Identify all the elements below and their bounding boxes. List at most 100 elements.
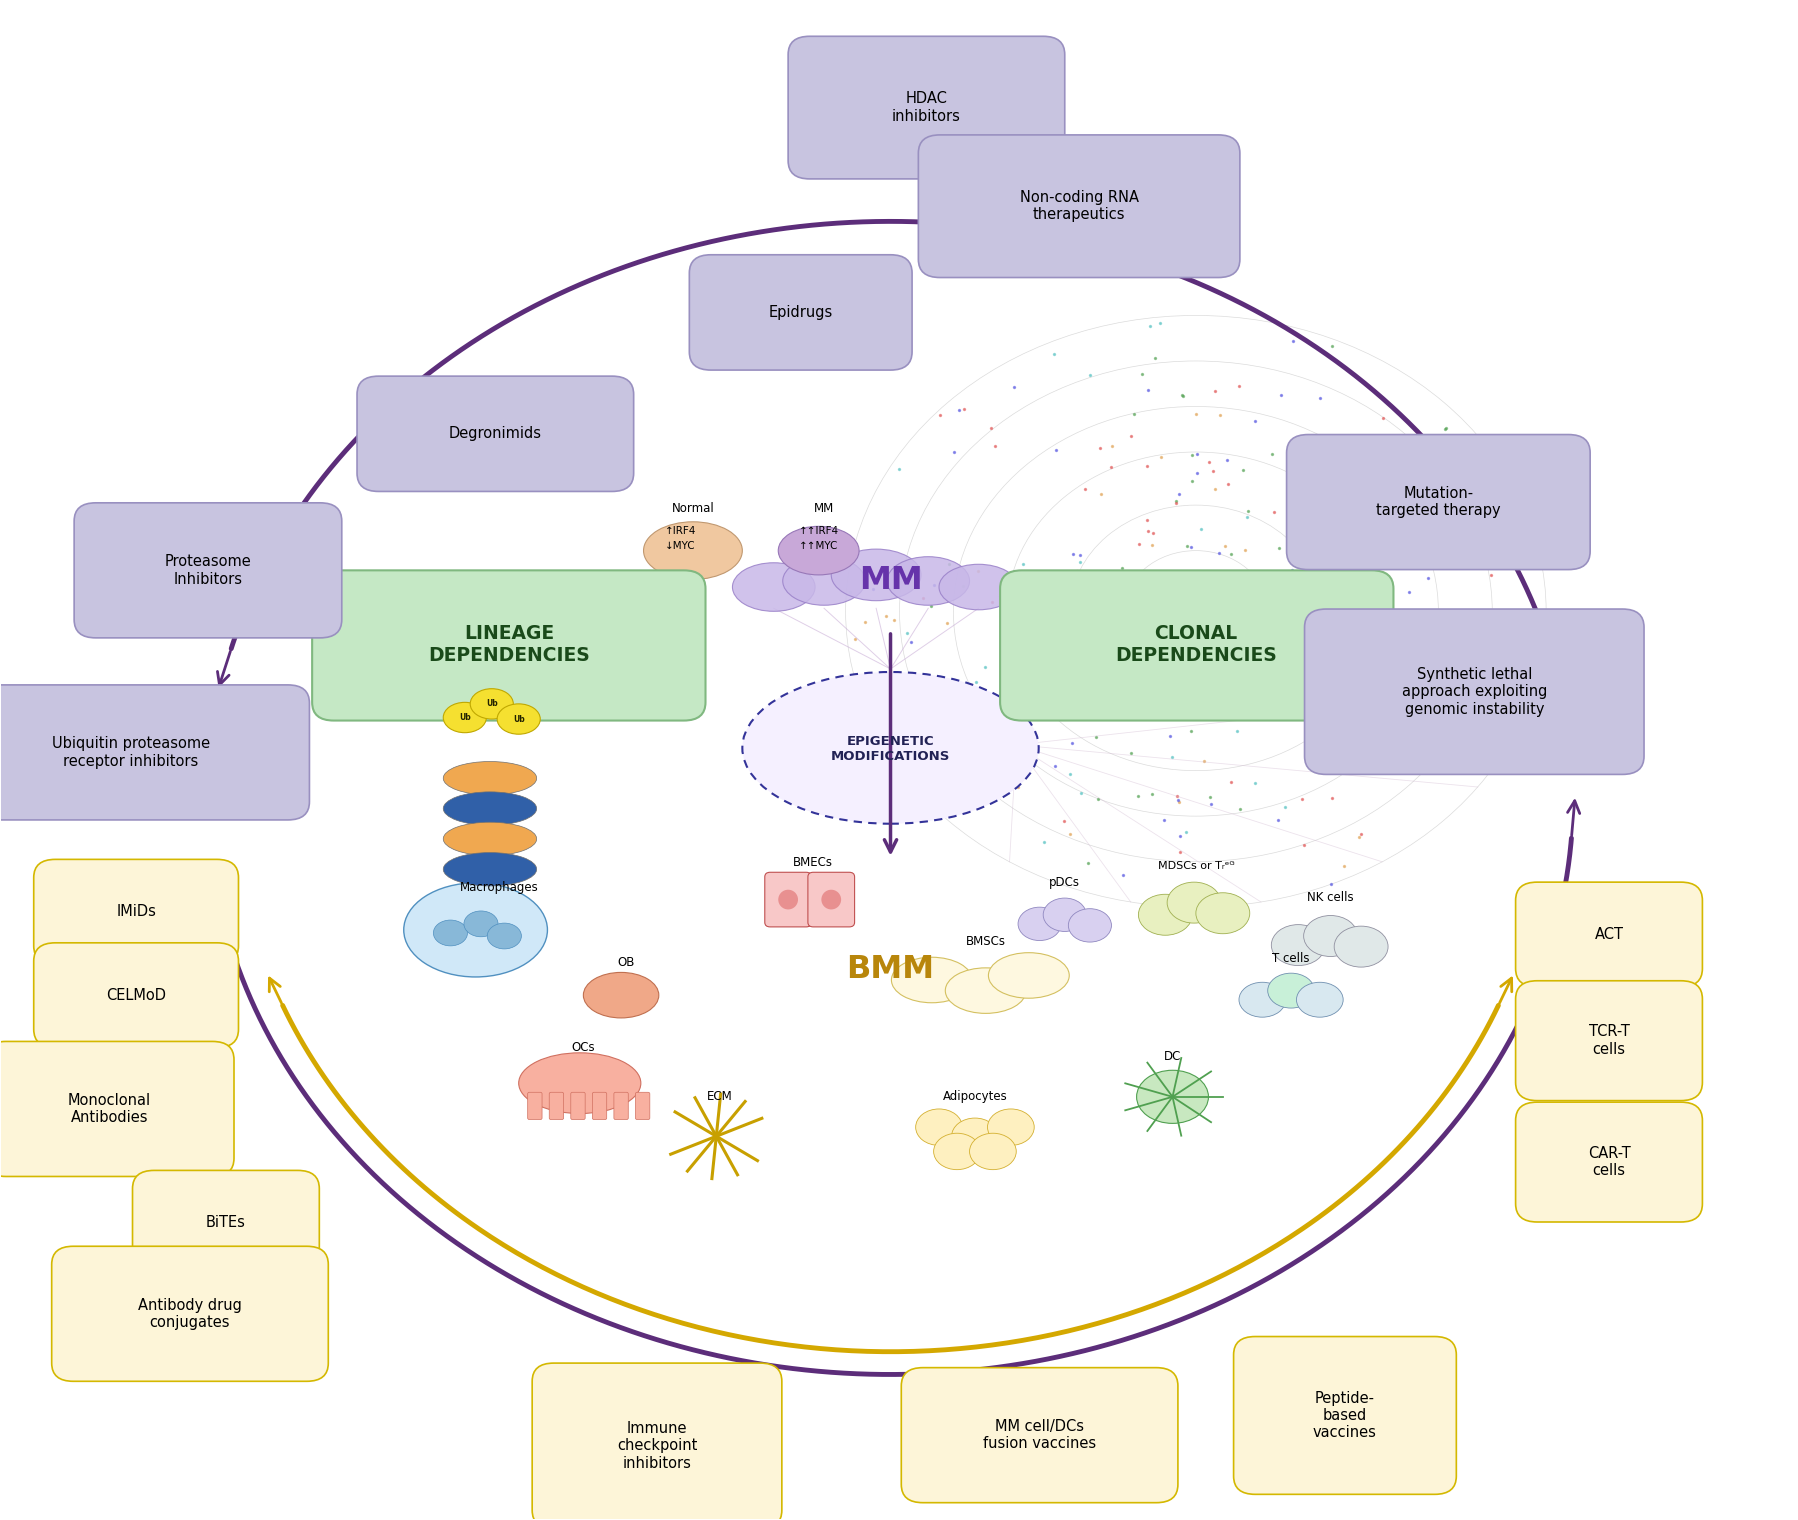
- Point: [1390, 757, 1419, 781]
- Point: [1199, 378, 1228, 403]
- Point: [1212, 447, 1241, 471]
- Ellipse shape: [1271, 924, 1325, 965]
- FancyBboxPatch shape: [1000, 570, 1393, 720]
- Ellipse shape: [496, 704, 539, 734]
- Point: [1323, 692, 1352, 716]
- Point: [1352, 669, 1381, 693]
- Point: [1145, 310, 1174, 334]
- Text: ACT: ACT: [1593, 927, 1622, 942]
- Point: [1108, 863, 1136, 888]
- Point: [1194, 676, 1223, 701]
- Point: [1336, 561, 1365, 585]
- Point: [1205, 403, 1233, 427]
- Point: [964, 559, 992, 584]
- Point: [948, 575, 976, 599]
- Point: [1413, 567, 1442, 591]
- Point: [1163, 790, 1192, 815]
- FancyBboxPatch shape: [0, 1041, 234, 1176]
- Point: [885, 695, 913, 719]
- Ellipse shape: [939, 564, 1018, 610]
- Point: [1167, 383, 1196, 407]
- Point: [1205, 540, 1233, 564]
- Ellipse shape: [1239, 982, 1286, 1017]
- Point: [1162, 489, 1190, 514]
- Point: [1311, 512, 1340, 537]
- Point: [1212, 473, 1241, 497]
- Text: Ub: Ub: [485, 699, 498, 708]
- Text: Monoclonal
Antibodies: Monoclonal Antibodies: [68, 1093, 151, 1125]
- Point: [971, 655, 1000, 679]
- Point: [1237, 664, 1266, 689]
- Point: [892, 620, 921, 644]
- Point: [1165, 824, 1194, 848]
- Point: [1082, 787, 1111, 812]
- Point: [1489, 527, 1518, 552]
- Point: [850, 610, 879, 634]
- Point: [1482, 648, 1510, 672]
- Point: [1420, 616, 1449, 640]
- Ellipse shape: [442, 792, 536, 825]
- Text: ECM: ECM: [707, 1090, 732, 1104]
- Point: [1170, 702, 1199, 727]
- Point: [1003, 775, 1032, 800]
- Point: [1190, 670, 1219, 695]
- Point: [1480, 648, 1509, 672]
- Point: [1149, 809, 1178, 833]
- Point: [926, 403, 955, 427]
- Point: [1073, 851, 1102, 876]
- Point: [1278, 328, 1307, 353]
- Text: MM: MM: [813, 502, 834, 515]
- Point: [1018, 742, 1046, 766]
- Point: [1494, 704, 1523, 728]
- Point: [1284, 705, 1313, 730]
- Text: Synthetic lethal
approach exploiting
genomic instability: Synthetic lethal approach exploiting gen…: [1401, 667, 1546, 716]
- Ellipse shape: [969, 1134, 1016, 1170]
- Point: [1210, 534, 1239, 558]
- Text: LINEAGE
DEPENDENCIES: LINEAGE DEPENDENCIES: [428, 625, 590, 666]
- Point: [1253, 614, 1282, 638]
- Point: [978, 590, 1007, 614]
- Point: [1392, 532, 1420, 556]
- Point: [1429, 416, 1458, 441]
- Point: [1091, 635, 1120, 660]
- Point: [1241, 643, 1269, 667]
- Point: [1343, 825, 1372, 850]
- FancyBboxPatch shape: [635, 1093, 649, 1120]
- Ellipse shape: [1018, 907, 1061, 941]
- Point: [1070, 631, 1099, 655]
- Point: [1100, 707, 1129, 731]
- Point: [1431, 416, 1460, 441]
- Text: BMSCs: BMSCs: [966, 935, 1005, 948]
- Point: [1257, 442, 1286, 467]
- Point: [1289, 833, 1318, 857]
- Text: MM cell/DCs
fusion vaccines: MM cell/DCs fusion vaccines: [982, 1420, 1095, 1452]
- Point: [1147, 669, 1176, 693]
- FancyBboxPatch shape: [1286, 435, 1589, 570]
- Point: [1196, 792, 1224, 816]
- Ellipse shape: [442, 702, 485, 733]
- Point: [1509, 515, 1537, 540]
- FancyBboxPatch shape: [34, 942, 239, 1047]
- Point: [1133, 520, 1162, 544]
- Point: [1118, 401, 1147, 426]
- Point: [1259, 635, 1287, 660]
- Point: [1284, 610, 1313, 634]
- Point: [1097, 433, 1126, 458]
- Point: [1316, 334, 1345, 359]
- Ellipse shape: [442, 822, 536, 856]
- Point: [1233, 667, 1262, 692]
- Text: Peptide-
based
vaccines: Peptide- based vaccines: [1313, 1391, 1375, 1441]
- Point: [1000, 375, 1028, 400]
- FancyBboxPatch shape: [570, 1093, 584, 1120]
- Point: [1154, 724, 1183, 748]
- FancyBboxPatch shape: [1514, 882, 1701, 986]
- Ellipse shape: [1167, 882, 1221, 923]
- Point: [1447, 643, 1476, 667]
- Text: CAR-T
cells: CAR-T cells: [1588, 1146, 1629, 1178]
- Point: [1138, 534, 1167, 558]
- Text: Degronimids: Degronimids: [448, 426, 541, 441]
- Point: [1064, 681, 1093, 705]
- Text: Ub: Ub: [512, 714, 525, 724]
- Point: [1007, 692, 1036, 716]
- Point: [1393, 581, 1422, 605]
